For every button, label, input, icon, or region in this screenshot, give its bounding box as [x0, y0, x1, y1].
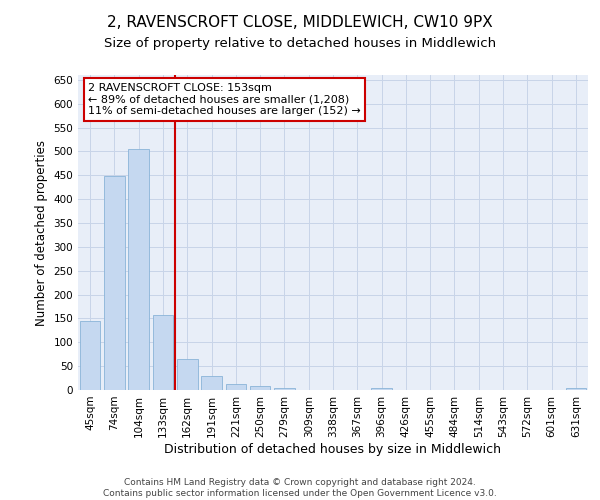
Text: Contains HM Land Registry data © Crown copyright and database right 2024.
Contai: Contains HM Land Registry data © Crown c… — [103, 478, 497, 498]
Text: 2, RAVENSCROFT CLOSE, MIDDLEWICH, CW10 9PX: 2, RAVENSCROFT CLOSE, MIDDLEWICH, CW10 9… — [107, 15, 493, 30]
Bar — [128, 149, 149, 390]
Bar — [371, 388, 392, 390]
Bar — [201, 376, 222, 390]
Bar — [104, 176, 125, 390]
Y-axis label: Number of detached properties: Number of detached properties — [35, 140, 48, 326]
Bar — [226, 384, 246, 390]
Bar — [250, 386, 271, 390]
Bar — [274, 388, 295, 390]
Bar — [177, 359, 197, 390]
Bar — [152, 314, 173, 390]
Bar — [80, 321, 100, 390]
X-axis label: Distribution of detached houses by size in Middlewich: Distribution of detached houses by size … — [164, 442, 502, 456]
Text: Size of property relative to detached houses in Middlewich: Size of property relative to detached ho… — [104, 38, 496, 51]
Bar — [566, 388, 586, 390]
Text: 2 RAVENSCROFT CLOSE: 153sqm
← 89% of detached houses are smaller (1,208)
11% of : 2 RAVENSCROFT CLOSE: 153sqm ← 89% of det… — [88, 83, 361, 116]
